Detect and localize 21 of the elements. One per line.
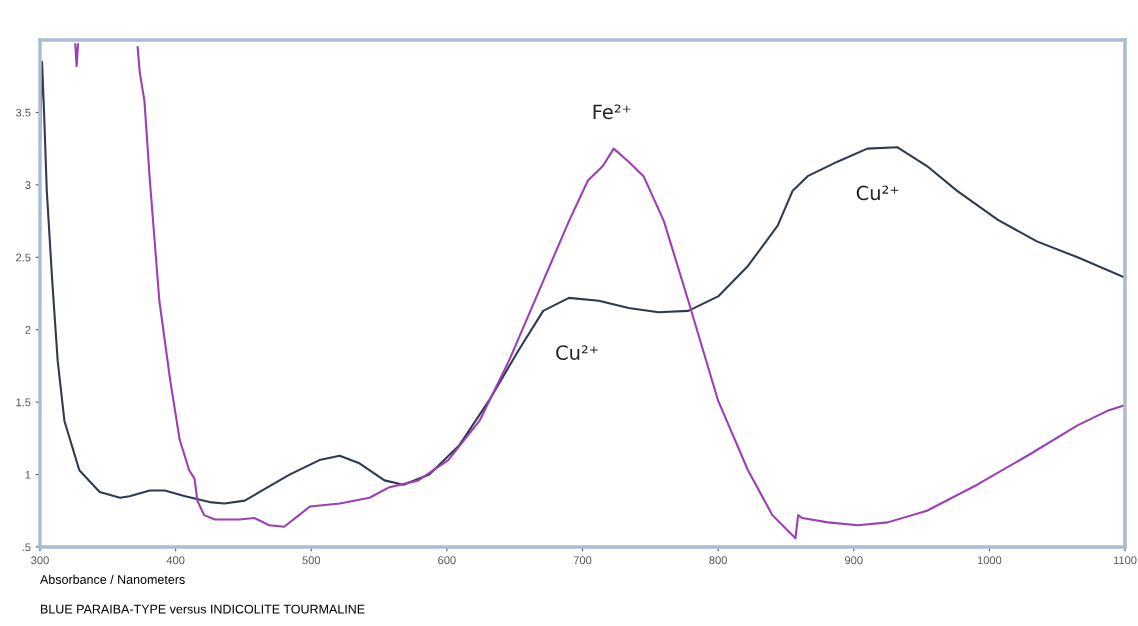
x-tick-label: 400 (166, 556, 185, 565)
y-tick-label: .5 (22, 543, 31, 552)
text: BLUE PARAIBA-TYPE versus INDICOLITE TOURMALINE (41, 604, 365, 614)
x-tick-label: 1000 (977, 556, 1002, 565)
y-tick-label: 2.5 (16, 253, 31, 262)
x-tick-label: 600 (438, 556, 456, 565)
annotation: Cu²⁺ (556, 345, 598, 360)
x-tick-label: 900 (845, 556, 863, 565)
x-tick-label: 300 (31, 556, 49, 565)
y-tick-label: 1 (25, 470, 31, 479)
annotation: Cu²⁺ (856, 185, 899, 201)
y-tick-label: 1.5 (16, 398, 31, 407)
x-tick-label: 800 (709, 556, 727, 565)
x-tick-label: 1100 (1113, 556, 1137, 565)
y-tick-label: 3 (25, 181, 31, 189)
y-tick-label: 3.5 (15, 108, 31, 117)
annotation: Fe²⁺ (593, 104, 631, 120)
y-tick-label: 2 (25, 325, 31, 334)
x-tick-label: 500 (302, 556, 321, 565)
x-tick-label: 700 (573, 556, 592, 565)
x-axis-title: Absorbance / Nanometers (40, 574, 185, 584)
